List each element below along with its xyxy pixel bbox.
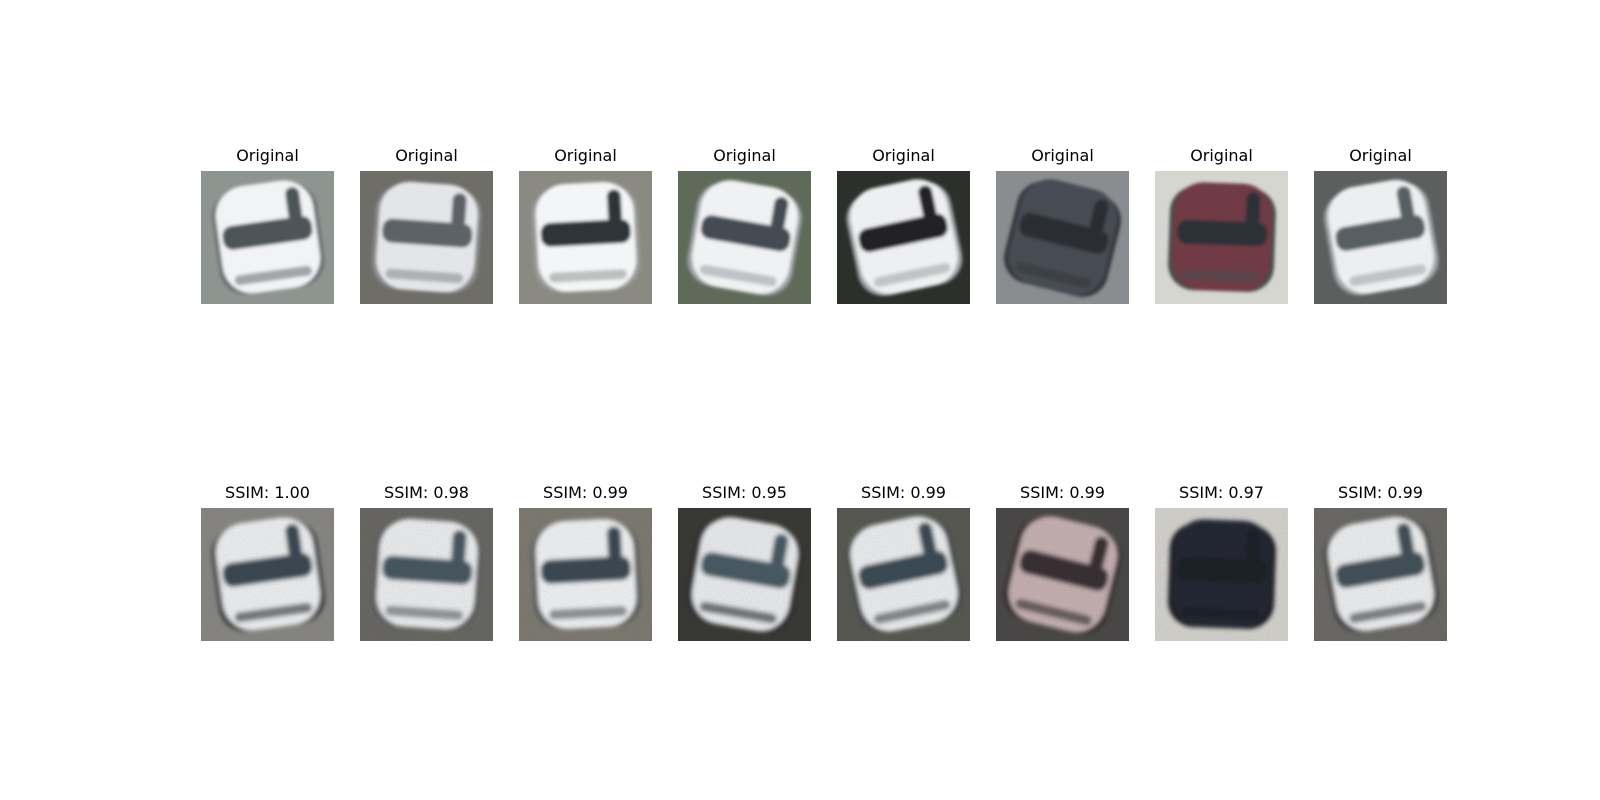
reconstructed-car-image (678, 508, 811, 641)
ssim-title: SSIM: 0.99 (543, 483, 628, 502)
original-car-image (201, 171, 334, 304)
original-title: Original (395, 146, 458, 165)
reconstructed-car-image (201, 508, 334, 641)
original-title: Original (1031, 146, 1094, 165)
original-car-image (996, 171, 1129, 304)
reconstructed-car-image (837, 508, 970, 641)
ssim-title: SSIM: 0.99 (861, 483, 946, 502)
original-car-image (837, 171, 970, 304)
ssim-title: SSIM: 0.97 (1179, 483, 1264, 502)
original-title: Original (1190, 146, 1253, 165)
reconstructed-car-image (519, 508, 652, 641)
original-title: Original (1349, 146, 1412, 165)
ssim-title: SSIM: 1.00 (225, 483, 310, 502)
original-car-image (519, 171, 652, 304)
original-car-image (1314, 171, 1447, 304)
original-car-image (678, 171, 811, 304)
ssim-title: SSIM: 0.95 (702, 483, 787, 502)
original-title: Original (872, 146, 935, 165)
original-car-image (360, 171, 493, 304)
reconstructed-car-image (996, 508, 1129, 641)
original-title: Original (554, 146, 617, 165)
original-title: Original (236, 146, 299, 165)
original-car-image (1155, 171, 1288, 304)
reconstructed-car-image (1314, 508, 1447, 641)
ssim-title: SSIM: 0.98 (384, 483, 469, 502)
ssim-title: SSIM: 0.99 (1338, 483, 1423, 502)
reconstructed-car-image (360, 508, 493, 641)
ssim-title: SSIM: 0.99 (1020, 483, 1105, 502)
original-title: Original (713, 146, 776, 165)
reconstructed-car-image (1155, 508, 1288, 641)
